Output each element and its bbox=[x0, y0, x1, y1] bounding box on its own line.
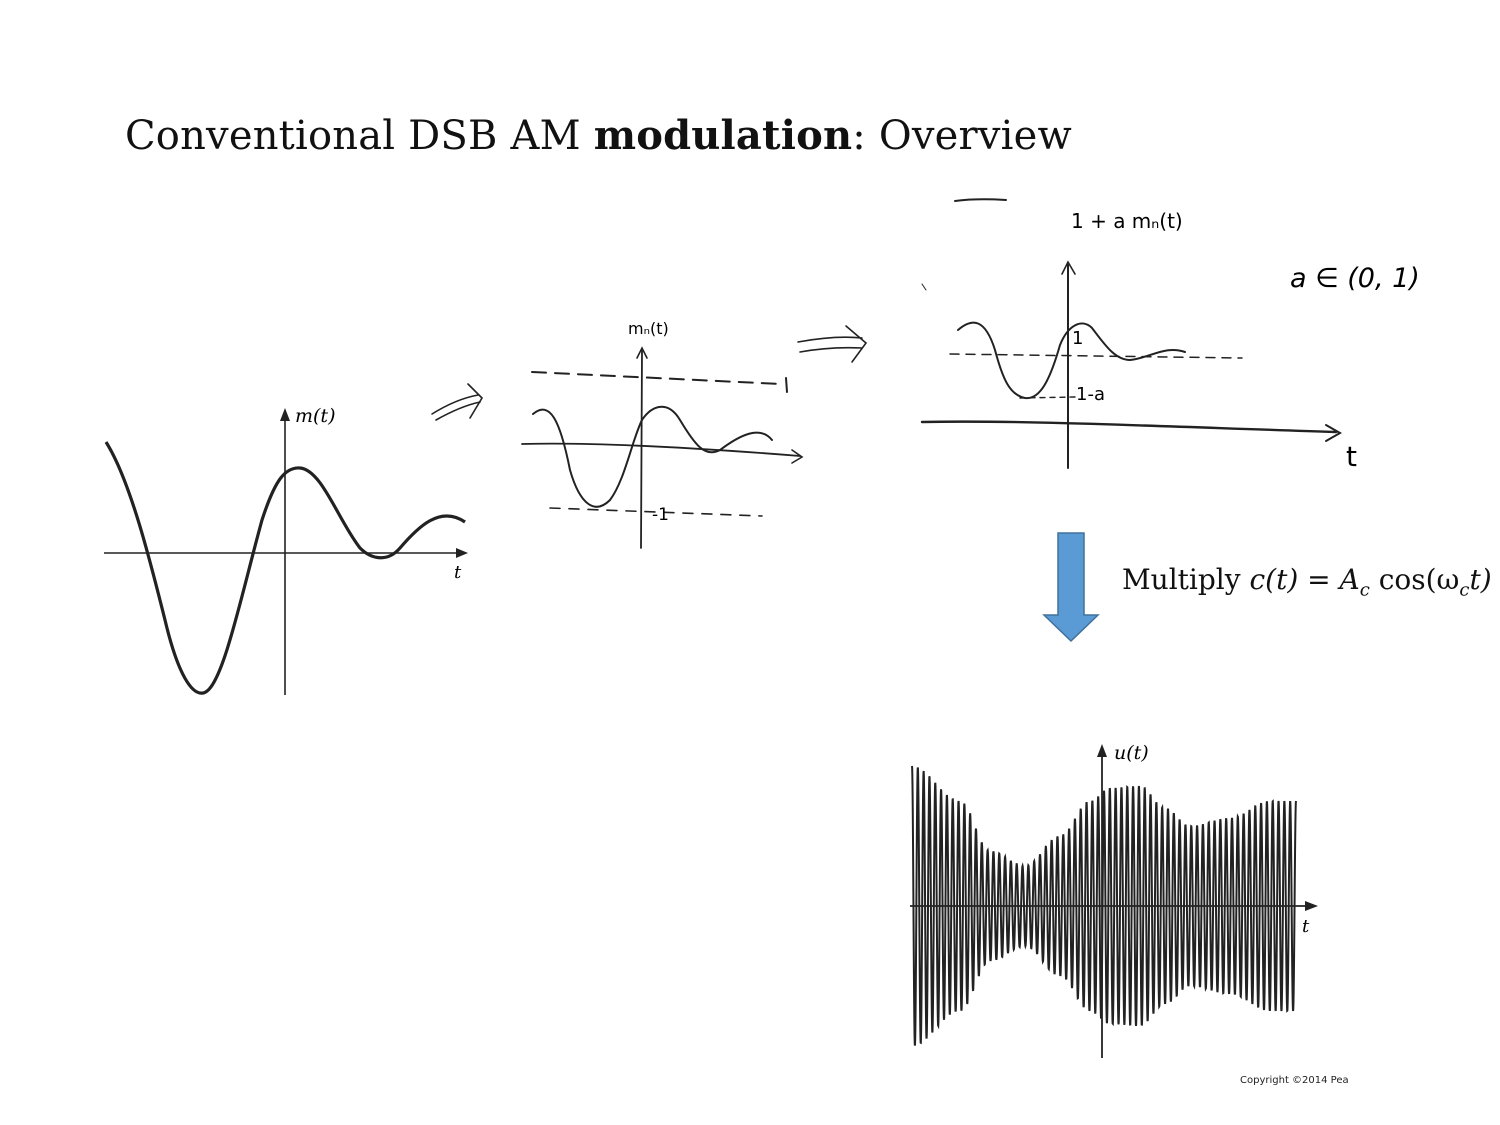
offset-curve bbox=[957, 321, 1186, 400]
down-arrow bbox=[1042, 532, 1100, 643]
slide-title: Conventional DSB AM modulation: Overview bbox=[125, 112, 1072, 159]
hand-arrow-1 bbox=[431, 383, 484, 421]
normalized-upper-dashed bbox=[531, 371, 781, 385]
offset-x-arrowhead bbox=[1325, 424, 1343, 442]
offset-y-label: 1 + a mₙ(t) bbox=[1071, 209, 1183, 233]
multiply-sub-1: c bbox=[1359, 579, 1370, 601]
offset-level-min-label: 1-a bbox=[1076, 384, 1105, 405]
normalized-lower-label: -1 bbox=[652, 505, 669, 525]
param-note: a ∈ (0, 1) bbox=[1290, 263, 1420, 294]
offset-level-1-label: 1 bbox=[1072, 328, 1083, 349]
copyright-note: Copyright ©2014 Pea bbox=[1240, 1075, 1349, 1086]
normalized-y-arrowhead bbox=[636, 346, 648, 359]
offset-y-arrowhead bbox=[1061, 260, 1076, 275]
message-plot: m(t) t bbox=[104, 405, 468, 695]
modulated-x-arrowhead bbox=[1305, 901, 1318, 911]
modulated-plot: u(t) t bbox=[910, 742, 1318, 1058]
message-curve bbox=[104, 441, 466, 695]
modulated-y-arrowhead bbox=[1097, 744, 1107, 757]
normalized-curve bbox=[532, 405, 773, 508]
normalized-lower-dashed bbox=[549, 507, 763, 517]
offset-x-label: t bbox=[1346, 440, 1357, 473]
modulated-x-label: t bbox=[1302, 916, 1310, 937]
title-prefix: Conventional DSB AM bbox=[125, 113, 594, 159]
message-x-arrowhead bbox=[456, 548, 468, 558]
offset-plot bbox=[920, 198, 1343, 469]
multiply-formula-cos: cos(ω bbox=[1369, 563, 1460, 596]
offset-tick-mark bbox=[921, 283, 927, 291]
title-suffix: : Overview bbox=[852, 113, 1072, 159]
normalized-x-axis bbox=[521, 442, 801, 457]
offset-x-axis bbox=[920, 420, 1338, 434]
multiply-formula-end: t) bbox=[1469, 563, 1492, 596]
normalized-y-label: mₙ(t) bbox=[628, 319, 669, 338]
multiply-formula-c: c(t) = A bbox=[1249, 563, 1360, 596]
modulated-wave bbox=[911, 765, 1297, 1046]
modulated-y-label: u(t) bbox=[1114, 742, 1149, 764]
message-y-label: m(t) bbox=[295, 405, 335, 427]
title-bold-word: modulation bbox=[593, 112, 853, 159]
offset-dashed-level bbox=[949, 353, 1243, 359]
hand-arrow-2 bbox=[797, 325, 868, 363]
multiply-prefix: Multiply bbox=[1122, 563, 1250, 596]
message-y-arrowhead bbox=[280, 408, 290, 421]
normalized-plot bbox=[521, 346, 804, 549]
normalized-y-axis bbox=[640, 349, 643, 549]
offset-stray-mark bbox=[954, 198, 1007, 202]
normalized-upper-tick bbox=[785, 377, 788, 393]
message-x-label: t bbox=[454, 562, 462, 583]
multiply-sub-2: c bbox=[1459, 579, 1470, 601]
normalized-x-arrowhead bbox=[791, 449, 804, 464]
multiply-caption: Multiply c(t) = Ac cos(ωct) bbox=[1122, 563, 1492, 601]
